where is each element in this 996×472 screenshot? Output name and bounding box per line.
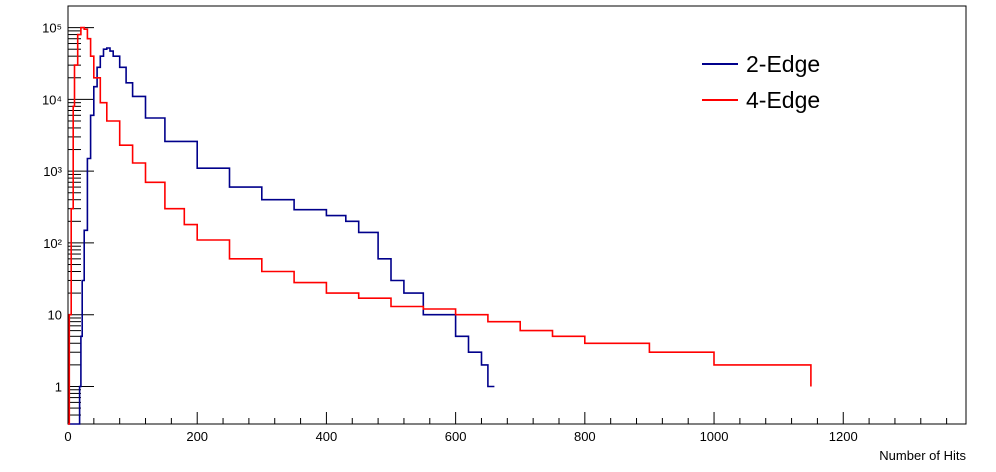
x-tick-label: 600 (445, 429, 467, 444)
y-tick-label: 10² (43, 236, 62, 251)
x-tick-label: 0 (64, 429, 71, 444)
y-tick-label: 10³ (43, 164, 62, 179)
x-tick-label: 200 (186, 429, 208, 444)
x-tick-label: 1000 (700, 429, 729, 444)
y-tick-label: 10⁴ (42, 92, 62, 107)
legend-label: 4-Edge (746, 87, 820, 113)
y-tick-label: 1 (55, 379, 62, 394)
series-line-four-edge (68, 26, 812, 425)
series-layer (68, 26, 812, 425)
x-tick-label: 400 (316, 429, 338, 444)
legend: 2-Edge 4-Edge (702, 51, 820, 113)
series-line-two-edge (68, 47, 495, 425)
plot-frame (67, 5, 967, 425)
y-tick-label: 10⁵ (42, 21, 62, 36)
y-tick-label: 10 (48, 308, 62, 323)
x-axis-title: Number of Hits (879, 448, 966, 463)
legend-label: 2-Edge (746, 51, 820, 77)
x-tick-label: 1200 (829, 429, 858, 444)
x-tick-label: 800 (574, 429, 596, 444)
x-axis-ticks: 0 200 400 600 800 1000 1200 (64, 412, 948, 444)
